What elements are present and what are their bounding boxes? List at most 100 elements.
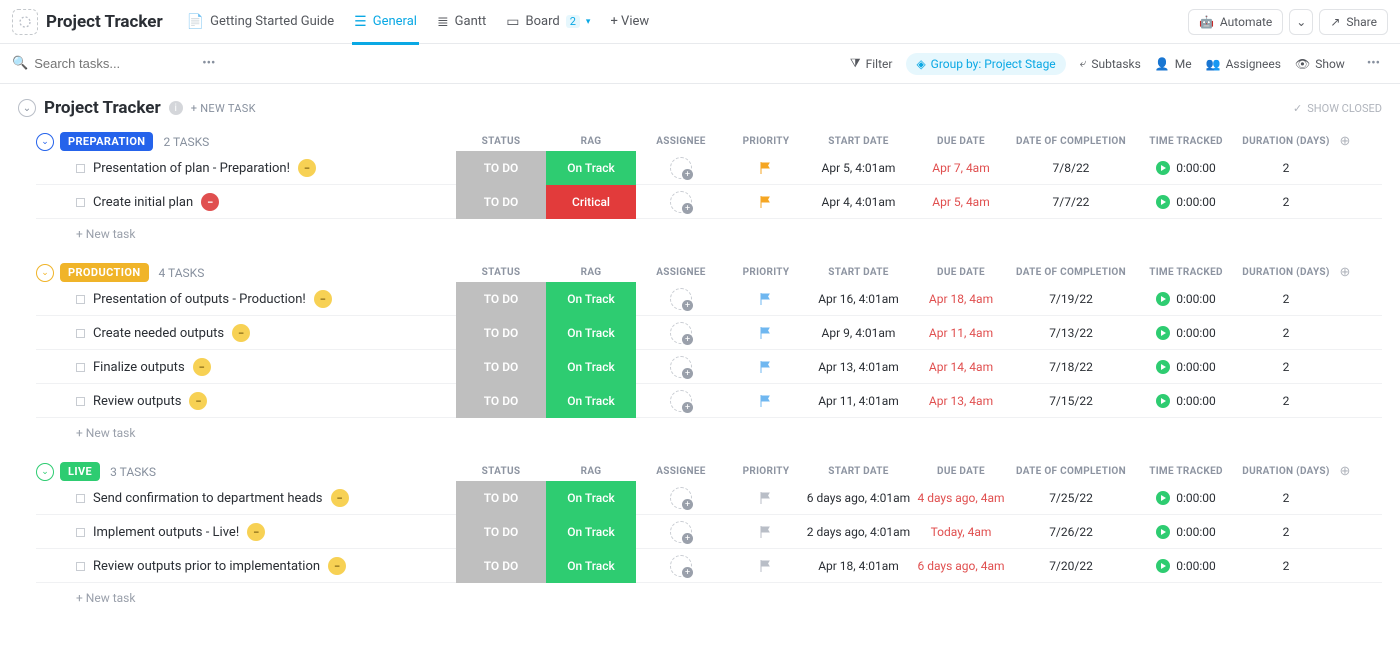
col-assignee[interactable]: ASSIGNEE	[636, 267, 726, 278]
status-square-icon[interactable]	[76, 528, 85, 537]
completion-cell[interactable]: 7/8/22	[1011, 161, 1131, 175]
add-column-button[interactable]: ⊕	[1331, 464, 1359, 479]
group-collapse-toggle[interactable]: ⌄	[36, 133, 54, 151]
completion-cell[interactable]: 7/26/22	[1011, 525, 1131, 539]
task-row[interactable]: Send confirmation to department heads − …	[36, 481, 1382, 515]
duration-cell[interactable]: 2	[1241, 491, 1331, 505]
group-collapse-toggle[interactable]: ⌄	[36, 463, 54, 481]
rag-cell[interactable]: On Track	[546, 316, 636, 350]
col-completion[interactable]: DATE OF COMPLETION	[1011, 267, 1131, 278]
status-cell[interactable]: TO DO	[456, 515, 546, 549]
new-task-button[interactable]: + New task	[36, 583, 1382, 605]
due-date-cell[interactable]: 6 days ago, 4am	[911, 559, 1011, 573]
view-general[interactable]: ☰General	[344, 0, 427, 44]
col-due[interactable]: DUE DATE	[911, 136, 1011, 147]
col-completion[interactable]: DATE OF COMPLETION	[1011, 466, 1131, 477]
status-cell[interactable]: TO DO	[456, 316, 546, 350]
col-time[interactable]: TIME TRACKED	[1131, 267, 1241, 278]
completion-cell[interactable]: 7/18/22	[1011, 360, 1131, 374]
status-cell[interactable]: TO DO	[456, 384, 546, 418]
due-date-cell[interactable]: Apr 18, 4am	[911, 292, 1011, 306]
priority-cell[interactable]	[726, 326, 806, 340]
assignee-cell[interactable]	[636, 288, 726, 310]
col-priority[interactable]: PRIORITY	[726, 136, 806, 147]
due-date-cell[interactable]: Apr 14, 4am	[911, 360, 1011, 374]
task-row[interactable]: Review outputs − TO DO On Track Apr 11, …	[36, 384, 1382, 418]
col-priority[interactable]: PRIORITY	[726, 267, 806, 278]
duration-cell[interactable]: 2	[1241, 525, 1331, 539]
rag-cell[interactable]: On Track	[546, 151, 636, 185]
start-date-cell[interactable]: Apr 11, 4:01am	[806, 394, 911, 408]
task-row[interactable]: Create initial plan − TO DO Critical Apr…	[36, 185, 1382, 219]
start-date-cell[interactable]: Apr 9, 4:01am	[806, 326, 911, 340]
status-cell[interactable]: TO DO	[456, 481, 546, 515]
groupby-button[interactable]: ◈Group by: Project Stage	[906, 53, 1065, 75]
info-icon[interactable]: i	[169, 101, 183, 115]
time-tracked-cell[interactable]: 0:00:00	[1131, 360, 1241, 374]
start-date-cell[interactable]: 6 days ago, 4:01am	[806, 491, 911, 505]
status-cell[interactable]: TO DO	[456, 350, 546, 384]
time-tracked-cell[interactable]: 0:00:00	[1131, 394, 1241, 408]
stage-pill[interactable]: PREPARATION	[60, 132, 153, 151]
due-date-cell[interactable]: Apr 5, 4am	[911, 195, 1011, 209]
col-time[interactable]: TIME TRACKED	[1131, 136, 1241, 147]
time-tracked-cell[interactable]: 0:00:00	[1131, 161, 1241, 175]
start-date-cell[interactable]: Apr 5, 4:01am	[806, 161, 911, 175]
add-column-button[interactable]: ⊕	[1331, 134, 1359, 149]
subtasks-button[interactable]: ⤶Subtasks	[1080, 56, 1141, 71]
play-icon[interactable]	[1156, 559, 1170, 573]
duration-cell[interactable]: 2	[1241, 394, 1331, 408]
status-square-icon[interactable]	[76, 329, 85, 338]
assignee-cell[interactable]	[636, 521, 726, 543]
time-tracked-cell[interactable]: 0:00:00	[1131, 292, 1241, 306]
due-date-cell[interactable]: Apr 7, 4am	[911, 161, 1011, 175]
duration-cell[interactable]: 2	[1241, 161, 1331, 175]
due-date-cell[interactable]: Today, 4am	[911, 525, 1011, 539]
status-square-icon[interactable]	[76, 363, 85, 372]
task-row[interactable]: Presentation of outputs - Production! − …	[36, 282, 1382, 316]
rag-cell[interactable]: On Track	[546, 549, 636, 583]
priority-cell[interactable]	[726, 525, 806, 539]
start-date-cell[interactable]: Apr 13, 4:01am	[806, 360, 911, 374]
col-start[interactable]: START DATE	[806, 267, 911, 278]
play-icon[interactable]	[1156, 326, 1170, 340]
completion-cell[interactable]: 7/19/22	[1011, 292, 1131, 306]
rag-cell[interactable]: On Track	[546, 350, 636, 384]
status-cell[interactable]: TO DO	[456, 282, 546, 316]
completion-cell[interactable]: 7/15/22	[1011, 394, 1131, 408]
start-date-cell[interactable]: Apr 16, 4:01am	[806, 292, 911, 306]
status-square-icon[interactable]	[76, 164, 85, 173]
priority-cell[interactable]	[726, 394, 806, 408]
col-start[interactable]: START DATE	[806, 136, 911, 147]
project-icon[interactable]	[12, 9, 38, 35]
col-due[interactable]: DUE DATE	[911, 267, 1011, 278]
col-assignee[interactable]: ASSIGNEE	[636, 136, 726, 147]
collapse-list-toggle[interactable]: ⌄	[18, 99, 36, 117]
automate-button[interactable]: 🤖Automate	[1188, 9, 1283, 35]
completion-cell[interactable]: 7/25/22	[1011, 491, 1131, 505]
search-more[interactable]: •••	[194, 56, 223, 71]
add-column-button[interactable]: ⊕	[1331, 265, 1359, 280]
assignee-cell[interactable]	[636, 555, 726, 577]
duration-cell[interactable]: 2	[1241, 326, 1331, 340]
col-due[interactable]: DUE DATE	[911, 466, 1011, 477]
due-date-cell[interactable]: Apr 11, 4am	[911, 326, 1011, 340]
status-square-icon[interactable]	[76, 198, 85, 207]
stage-pill[interactable]: LIVE	[60, 462, 100, 481]
start-date-cell[interactable]: 2 days ago, 4:01am	[806, 525, 911, 539]
status-cell[interactable]: TO DO	[456, 151, 546, 185]
status-cell[interactable]: TO DO	[456, 549, 546, 583]
time-tracked-cell[interactable]: 0:00:00	[1131, 491, 1241, 505]
me-button[interactable]: 👤Me	[1155, 57, 1192, 71]
status-square-icon[interactable]	[76, 562, 85, 571]
assignees-button[interactable]: 👥Assignees	[1206, 57, 1281, 71]
duration-cell[interactable]: 2	[1241, 195, 1331, 209]
task-row[interactable]: Implement outputs - Live! − TO DO On Tra…	[36, 515, 1382, 549]
col-status[interactable]: STATUS	[456, 136, 546, 147]
time-tracked-cell[interactable]: 0:00:00	[1131, 525, 1241, 539]
rag-cell[interactable]: On Track	[546, 515, 636, 549]
priority-cell[interactable]	[726, 195, 806, 209]
add-view[interactable]: + View	[600, 0, 659, 44]
play-icon[interactable]	[1156, 360, 1170, 374]
col-status[interactable]: STATUS	[456, 466, 546, 477]
